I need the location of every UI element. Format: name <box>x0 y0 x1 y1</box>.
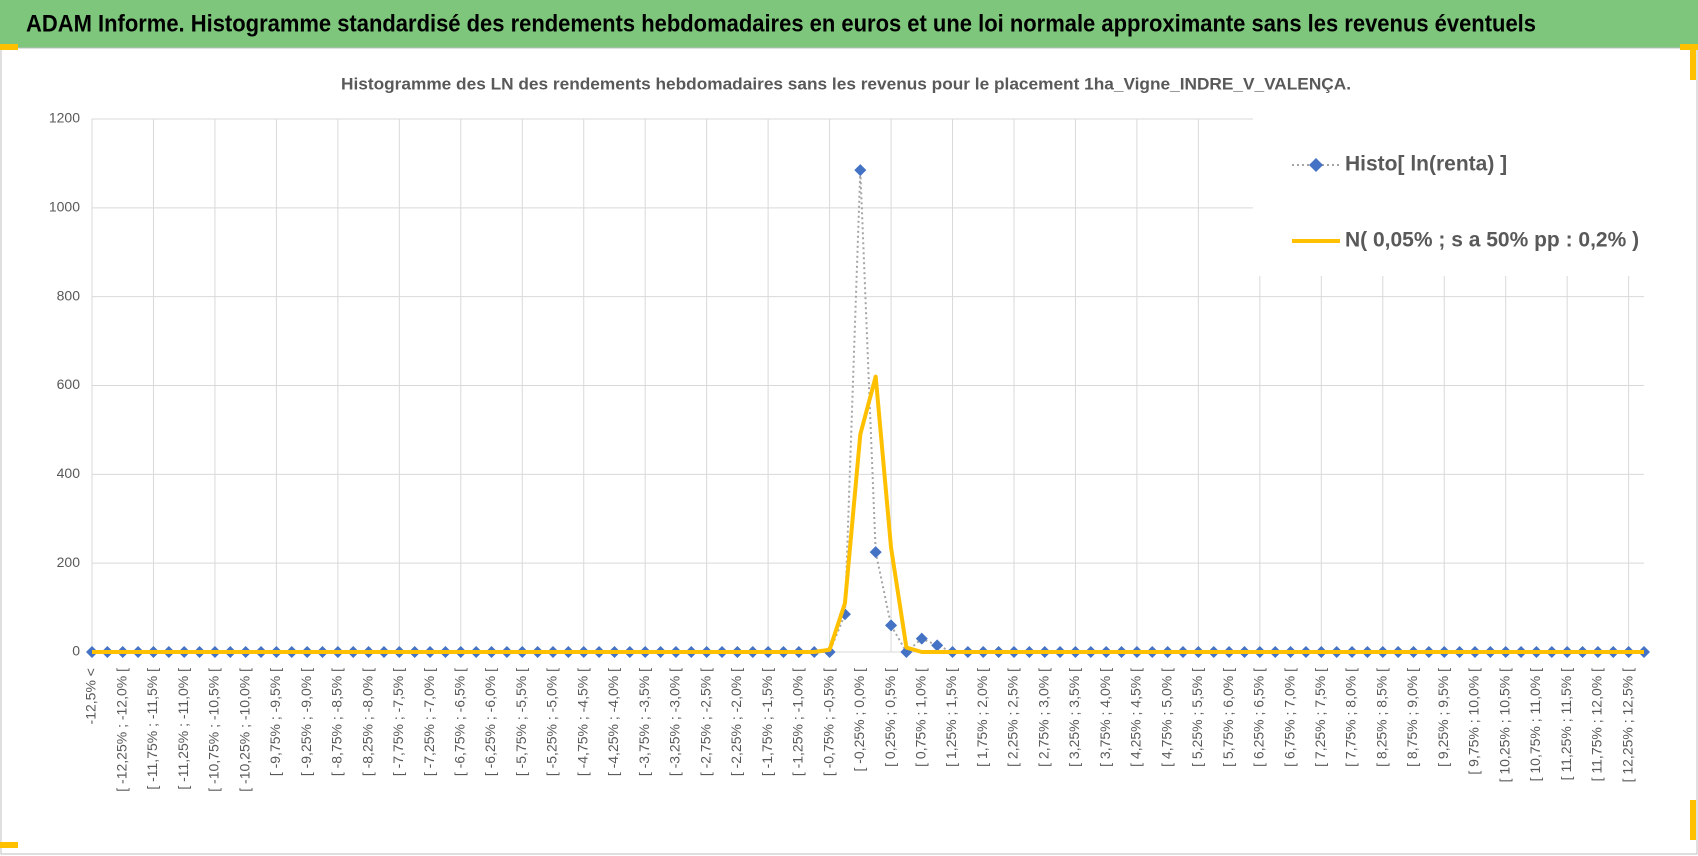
x-tick-label: [ -0,25% ; 0,0% [ <box>851 668 867 772</box>
x-tick-label: [ -10,75% ; -10,5% [ <box>206 668 222 792</box>
page-title: ADAM Informe. Histogramme standardisé de… <box>26 10 1536 37</box>
x-tick-label: [ -0,75% ; -0,5% [ <box>820 668 836 776</box>
legend-label: Histo[ ln(renta) ] <box>1345 153 1507 176</box>
x-tick-label: [ -1,75% ; -1,5% [ <box>759 668 775 776</box>
x-tick-label: [ -7,75% ; -7,5% [ <box>390 668 406 776</box>
x-tick-label: [ -6,25% ; -6,0% [ <box>482 668 498 776</box>
corner <box>0 842 18 848</box>
x-tick-label: [ 0,25% ; 0,5% [ <box>882 668 898 767</box>
legend-marker <box>1309 158 1323 172</box>
x-tick-label: [ 11,25% ; 11,5% [ <box>1558 668 1574 780</box>
y-tick-label: 1000 <box>49 199 80 215</box>
histogram-point <box>915 632 928 645</box>
x-tick-label: [ -4,75% ; -4,5% [ <box>574 668 590 776</box>
x-tick-label: [ -3,75% ; -3,5% [ <box>636 668 652 776</box>
legend-label: N( 0,05% ; s a 50% pp : 0,2% ) <box>1345 229 1639 252</box>
histogram-point <box>869 546 882 559</box>
y-tick-label: 1200 <box>49 110 80 126</box>
chart-title: Histogramme des LN des rendements hebdom… <box>341 74 1351 93</box>
x-tick-label: [ 3,25% ; 3,5% [ <box>1066 668 1082 767</box>
corner <box>1690 800 1696 840</box>
x-tick-label: [ -10,25% ; -10,0% [ <box>236 668 252 792</box>
x-tick-label: -12,5% < <box>83 668 99 724</box>
x-tick-label: [ -7,25% ; -7,0% [ <box>421 668 437 776</box>
x-tick-label: [ 7,25% ; 7,5% [ <box>1312 668 1328 767</box>
normal-curve <box>92 374 1644 654</box>
x-tick-label: [ 10,75% ; 11,0% [ <box>1527 668 1543 781</box>
x-tick-label: [ -5,25% ; -5,0% [ <box>544 668 560 776</box>
x-tick-label: [ 8,25% ; 8,5% [ <box>1373 668 1389 767</box>
x-tick-label: [ 3,75% ; 4,0% [ <box>1097 668 1113 767</box>
x-tick-label: [ -11,75% ; -11,5% [ <box>144 668 160 790</box>
x-tick-label: [ -6,75% ; -6,5% [ <box>451 668 467 776</box>
x-tick-label: [ 10,25% ; 10,5% [ <box>1496 668 1512 783</box>
x-tick-label: [ -3,25% ; -3,0% [ <box>667 668 683 776</box>
x-tick-label: [ -4,25% ; -4,0% [ <box>605 668 621 776</box>
grid <box>91 118 1644 653</box>
legend-box <box>1253 118 1645 276</box>
corner <box>0 44 18 50</box>
x-tick-label: [ 1,75% ; 2,0% [ <box>974 668 990 767</box>
x-tick-label: [ -9,75% ; -9,5% [ <box>267 668 283 776</box>
histogram-point <box>885 619 898 632</box>
x-tick-label: [ 6,75% ; 7,0% [ <box>1281 668 1297 767</box>
x-tick-label: [ 7,75% ; 8,0% [ <box>1343 668 1359 767</box>
x-tick-label: [ 1,25% ; 1,5% [ <box>943 668 959 767</box>
x-tick-label: [ -12,25% ; -12,0% [ <box>113 668 129 792</box>
x-tick-label: [ 11,75% ; 12,0% [ <box>1589 668 1605 781</box>
x-tick-label: [ 2,75% ; 3,0% [ <box>1035 668 1051 767</box>
x-tick-label: [ 4,25% ; 4,5% [ <box>1128 668 1144 767</box>
x-tick-label: [ 4,75% ; 5,0% [ <box>1158 668 1174 767</box>
x-tick-label: [ -1,25% ; -1,0% [ <box>790 668 806 776</box>
y-tick-label: 0 <box>72 643 80 659</box>
y-tick-label: 400 <box>57 465 81 481</box>
corner <box>1680 44 1698 50</box>
y-tick-label: 200 <box>57 554 81 570</box>
x-tick-label: [ 0,75% ; 1,0% [ <box>912 668 928 767</box>
x-tick-label: [ 5,25% ; 5,5% [ <box>1189 668 1205 767</box>
y-tick-label: 600 <box>57 376 81 392</box>
x-tick-label: [ -8,75% ; -8,5% [ <box>329 668 345 776</box>
x-tick-label: [ -2,25% ; -2,0% [ <box>728 668 744 776</box>
x-tick-label: [ -11,25% ; -11,0% [ <box>175 668 191 790</box>
corner <box>1690 50 1696 80</box>
x-tick-label: [ -8,25% ; -8,0% [ <box>359 668 375 776</box>
x-tick-label: [ 5,75% ; 6,0% [ <box>1220 668 1236 767</box>
y-tick-label: 800 <box>57 287 81 303</box>
x-tick-label: [ 2,25% ; 2,5% [ <box>1005 668 1021 767</box>
x-tick-label: [ 8,75% ; 9,0% [ <box>1404 668 1420 767</box>
title-bar <box>0 0 1698 48</box>
plot <box>86 164 1650 658</box>
x-tick-label: [ 9,25% ; 9,5% [ <box>1435 668 1451 767</box>
x-tick-label: [ 12,25% ; 12,5% [ <box>1619 668 1635 783</box>
x-tick-label: [ -9,25% ; -9,0% [ <box>298 668 314 776</box>
x-tick-label: [ -2,75% ; -2,5% [ <box>697 668 713 776</box>
x-tick-label: [ 9,75% ; 10,0% [ <box>1466 668 1482 775</box>
x-tick-label: [ -5,75% ; -5,5% [ <box>513 668 529 776</box>
histogram-point <box>931 639 944 652</box>
x-tick-label: [ 6,25% ; 6,5% [ <box>1251 668 1267 767</box>
histogram-point <box>854 164 867 177</box>
